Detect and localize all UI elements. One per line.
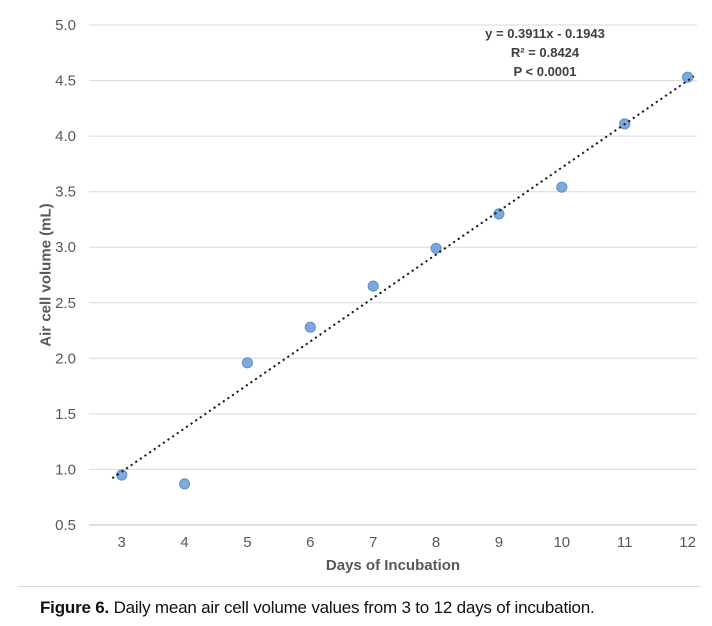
data-point — [304, 321, 316, 333]
y-tick-label: 2.5 — [55, 295, 76, 312]
y-tick-label: 4.5 — [55, 73, 76, 90]
x-tick-label: 12 — [679, 534, 696, 551]
figure-caption: Figure 6. Daily mean air cell volume val… — [40, 598, 702, 618]
y-tick-label: 5.0 — [55, 17, 76, 34]
data-point — [367, 280, 379, 292]
figure-caption-text: Daily mean air cell volume values from 3… — [109, 598, 595, 617]
r-squared-text: R² = 0.8424 — [510, 45, 580, 60]
x-tick-label: 9 — [495, 534, 503, 551]
y-tick-label: 0.5 — [55, 517, 76, 534]
x-tick-label: 3 — [118, 534, 126, 551]
p-value-text: P < 0.0001 — [513, 64, 577, 79]
x-tick-label: 5 — [243, 534, 251, 551]
data-point — [493, 208, 505, 220]
chart-canvas: 0.5 1.0 1.5 2.0 2.5 3.0 3.5 4.0 4.5 5.0 3 4 5 6 7 8 9 10 1… — [55, 17, 697, 551]
data-point — [241, 357, 253, 369]
x-tick-label: 10 — [553, 534, 570, 551]
x-tick-label: 7 — [369, 534, 377, 551]
data-point — [556, 181, 568, 193]
y-tick-label: 2.0 — [55, 350, 76, 367]
trendline — [111, 75, 695, 480]
scatter-chart: 0.5 1.0 1.5 2.0 2.5 3.0 3.5 4.0 4.5 5.0 3 4 5 6 7 8 9 10 1… — [37, 17, 697, 574]
y-tick-label: 3.0 — [55, 239, 76, 256]
equation-text: y = 0.3911x - 0.1943 — [485, 26, 605, 41]
x-tick-label: 8 — [432, 534, 440, 551]
y-tick-label: 3.5 — [55, 184, 76, 201]
caption-divider — [18, 586, 700, 587]
y-tick-label: 1.0 — [55, 461, 76, 478]
data-point — [116, 469, 128, 481]
y-tick-label: 1.5 — [55, 406, 76, 423]
y-axis-title: Air cell volume (mL) — [37, 203, 55, 347]
data-point — [681, 71, 694, 83]
figure-caption-label: Figure 6. — [40, 598, 110, 617]
y-tick-label: 4.0 — [55, 128, 76, 145]
trendline-annotation: y = 0.3911x - 0.1943 R² = 0.8424 P < 0.0… — [433, 24, 657, 81]
x-tick-label: 6 — [306, 534, 314, 551]
data-point — [179, 478, 191, 490]
data-point — [430, 242, 442, 254]
x-axis-title: Days of Incubation — [325, 557, 461, 574]
x-tick-label: 4 — [180, 534, 188, 551]
x-tick-label: 11 — [617, 534, 633, 551]
